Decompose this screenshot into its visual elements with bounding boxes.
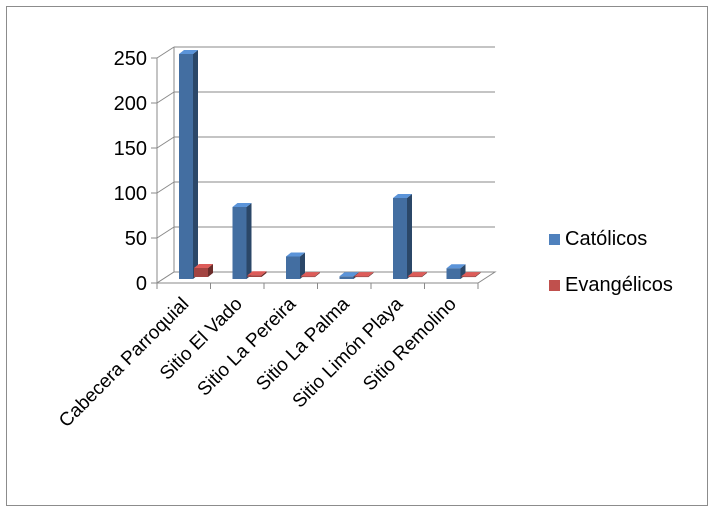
bar-top — [393, 194, 412, 198]
gridline-side — [156, 226, 175, 239]
x-tick-label: Sitio La Palma — [252, 293, 354, 395]
bars — [179, 50, 481, 279]
bar-top — [461, 272, 481, 277]
y-tick-label: 200 — [114, 93, 147, 115]
bar — [461, 272, 481, 278]
bar — [354, 272, 374, 278]
bar-top — [194, 264, 213, 268]
bar-side — [261, 271, 267, 277]
bar-side — [475, 272, 481, 277]
bar-front — [179, 54, 193, 279]
legend-item: Evangélicos — [549, 274, 673, 296]
bar-side — [300, 252, 305, 279]
legend-swatch — [549, 234, 560, 245]
legend-swatch — [549, 280, 560, 291]
y-tick-label: 100 — [114, 183, 147, 205]
bar — [232, 203, 252, 279]
legend-label: Evangélicos — [565, 274, 673, 296]
bar-top — [301, 272, 320, 277]
bar-front — [339, 276, 354, 279]
y-tick-label: 250 — [114, 48, 147, 70]
bar-side — [407, 194, 412, 279]
bar-top — [232, 203, 252, 207]
gridline-side — [156, 136, 175, 149]
legend: Católicos Evangélicos — [549, 228, 673, 296]
bar — [286, 252, 305, 279]
bar-front — [301, 276, 315, 278]
bar-top — [408, 272, 427, 277]
y-tick-labels: 0 50 100 150 200 250 — [114, 48, 157, 295]
bar-front — [408, 276, 422, 278]
bar-side — [208, 264, 213, 277]
bar-top — [446, 264, 466, 269]
bar — [194, 264, 213, 277]
legend-label: Católicos — [565, 228, 647, 250]
bar-front — [461, 276, 476, 278]
gridline-side — [156, 181, 175, 194]
legend-item: Católicos — [549, 228, 647, 250]
bar-front — [393, 198, 407, 279]
y-tick-label: 0 — [136, 273, 147, 295]
bar — [179, 50, 198, 279]
y-tick-label: 150 — [114, 138, 147, 160]
chart-frame — [6, 6, 708, 506]
bar-top — [247, 271, 267, 276]
bar-front — [286, 256, 300, 279]
bar-side — [422, 272, 427, 277]
bar-side — [193, 50, 198, 279]
bar-front — [354, 276, 369, 278]
bar-side — [315, 272, 320, 277]
bar-top — [354, 272, 374, 277]
bar — [408, 272, 427, 278]
bar-front — [232, 207, 247, 279]
gridline-side — [156, 91, 175, 104]
gridline-side — [156, 46, 175, 59]
bar-front — [446, 268, 461, 279]
bar-top — [286, 252, 305, 257]
bar — [393, 194, 412, 279]
bar-front — [194, 268, 208, 277]
plot-walls — [155, 46, 497, 284]
x-tick-label: Sitio Remolino — [359, 294, 460, 395]
bar-front — [247, 275, 262, 277]
bar — [301, 272, 320, 278]
bar — [247, 271, 267, 277]
bar-side — [368, 272, 374, 277]
bar-top — [179, 50, 198, 54]
y-tick-label: 50 — [125, 228, 147, 250]
bar-top — [339, 272, 359, 277]
bar-side — [246, 203, 252, 279]
